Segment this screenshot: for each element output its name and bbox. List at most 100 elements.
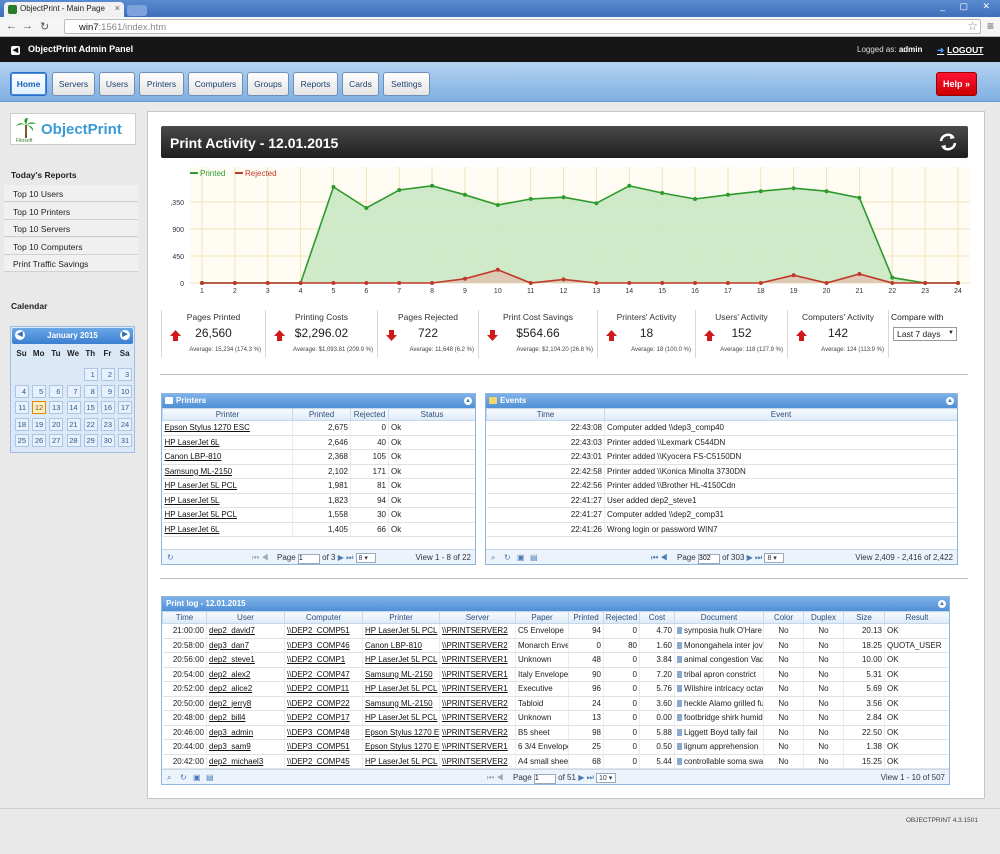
browser-tab[interactable]: ObjectPrint - Main Page × bbox=[4, 2, 124, 17]
new-tab-button[interactable] bbox=[127, 5, 147, 16]
column-header[interactable]: Event bbox=[604, 408, 957, 421]
column-header[interactable]: Duplex bbox=[803, 611, 844, 624]
browser-menu-icon[interactable]: ≡ bbox=[986, 19, 994, 33]
calendar-day[interactable]: 1 bbox=[83, 368, 98, 381]
table-row[interactable]: Epson Stylus 1270 ESC 2,675 0 Ok bbox=[162, 420, 475, 436]
table-cell[interactable]: \\DEP3_COMP46 bbox=[284, 638, 363, 653]
calendar-day[interactable]: 24 bbox=[118, 417, 133, 431]
table-cell[interactable]: Epson Stylus 1270 ESC bbox=[162, 420, 293, 436]
bookmark-star-icon[interactable]: ☆ bbox=[967, 19, 978, 33]
calendar-day[interactable]: 25 bbox=[15, 434, 29, 447]
table-row[interactable]: 20:42:00 dep2_michael3 \\DEP2_COMP45 HP Las… bbox=[162, 754, 949, 769]
column-header[interactable]: Time bbox=[486, 408, 605, 421]
first-page-icon[interactable]: ⏮ ◀ bbox=[252, 553, 269, 562]
reload-grid-icon[interactable]: ↻ bbox=[504, 553, 511, 562]
calendar-prev-icon[interactable]: ◀ bbox=[15, 330, 25, 340]
table-row[interactable]: 22:43:08 Computer added \\dep3_comp40 bbox=[486, 420, 957, 436]
table-row[interactable]: HP LaserJet 5L PCL 1,558 30 Ok bbox=[162, 507, 475, 523]
calendar-day[interactable]: 21 bbox=[66, 417, 81, 431]
table-row[interactable]: Canon LBP-810 2,368 105 Ok bbox=[162, 449, 475, 465]
help-button[interactable]: Help » bbox=[936, 72, 977, 96]
column-header[interactable]: Rejected bbox=[603, 611, 640, 624]
per-page-select[interactable]: 8 ▾ bbox=[764, 553, 785, 563]
refresh-icon[interactable] bbox=[938, 132, 958, 152]
table-row[interactable]: 20:44:00 dep3_sam9 \\DEP3_COMP51 Epson Styl… bbox=[162, 739, 949, 755]
table-cell[interactable]: dep3_dan7 bbox=[206, 638, 285, 653]
print-icon[interactable]: ▤ bbox=[530, 553, 538, 562]
close-tab-icon[interactable]: × bbox=[114, 3, 120, 13]
table-row[interactable]: 22:42:56 Printer added \\Brother HL-4150C… bbox=[486, 478, 957, 494]
table-cell[interactable]: HP LaserJet 5L PCL bbox=[162, 478, 293, 494]
column-header[interactable]: Color bbox=[763, 611, 804, 624]
table-row[interactable]: 22:42:58 Printer added \\Konica Minolta 3… bbox=[486, 464, 957, 479]
calendar-day[interactable]: 2 bbox=[101, 368, 115, 381]
calendar-next-icon[interactable]: ▶ bbox=[120, 330, 130, 340]
table-cell[interactable]: \\PRINTSERVER2 bbox=[439, 623, 516, 639]
calendar-day[interactable]: 11 bbox=[15, 401, 29, 414]
table-cell[interactable]: Canon LBP-810 bbox=[162, 449, 293, 465]
calendar-day[interactable]: 31 bbox=[118, 434, 133, 447]
logout-link[interactable]: ➜ LOGOUT bbox=[937, 45, 983, 56]
table-cell[interactable]: dep2_david7 bbox=[206, 623, 285, 639]
search-icon[interactable]: ⌕ bbox=[167, 773, 172, 782]
table-cell[interactable]: HP LaserJet 5L bbox=[162, 493, 293, 508]
calendar-day[interactable]: 29 bbox=[83, 434, 98, 447]
per-page-select[interactable]: 10 ▾ bbox=[596, 773, 616, 783]
calendar-day[interactable]: 12 bbox=[32, 401, 47, 414]
calendar-day[interactable]: 15 bbox=[83, 401, 98, 414]
table-row[interactable]: Samsung ML-2150 2,102 171 Ok bbox=[162, 464, 475, 479]
table-cell[interactable]: dep2_steve1 bbox=[206, 652, 285, 668]
save-icon[interactable]: ▣ bbox=[193, 773, 201, 782]
calendar-day[interactable]: 23 bbox=[101, 417, 115, 431]
table-cell[interactable]: \\PRINTSERVER2 bbox=[439, 638, 516, 653]
search-icon[interactable]: ⌕ bbox=[491, 553, 496, 562]
table-row[interactable]: 22:43:01 Printer added \\Kyocera FS-C5150… bbox=[486, 449, 957, 465]
per-page-select[interactable]: 8 ▾ bbox=[355, 553, 376, 563]
page-input[interactable] bbox=[297, 553, 320, 564]
calendar-day[interactable]: 6 bbox=[49, 384, 64, 398]
compare-select[interactable]: Last 7 days ▼ bbox=[893, 327, 957, 341]
table-cell[interactable]: Canon LBP-810 bbox=[362, 638, 440, 653]
table-row[interactable]: 22:43:03 Printer added \\Lexmark C544DN bbox=[486, 435, 957, 450]
calendar-day[interactable]: 17 bbox=[118, 401, 133, 414]
table-cell[interactable]: \\DEP2_COMP45 bbox=[284, 754, 363, 769]
collapse-icon[interactable]: ▲ bbox=[946, 397, 954, 405]
column-header[interactable]: Printed bbox=[568, 611, 604, 624]
table-cell[interactable]: \\DEP2_COMP22 bbox=[284, 696, 363, 711]
table-cell[interactable]: HP LaserJet 6L bbox=[162, 435, 293, 450]
table-cell[interactable]: \\DEP3_COMP51 bbox=[284, 739, 363, 755]
table-row[interactable]: 20:56:00 dep2_steve1 \\DEP2_COMP1 HP LaserJ… bbox=[162, 652, 949, 668]
nav-groups[interactable]: Groups bbox=[247, 72, 289, 96]
table-cell[interactable]: HP LaserJet 5L PCL bbox=[362, 623, 440, 639]
column-header[interactable]: Document bbox=[674, 611, 764, 624]
table-row[interactable]: 22:41:26 Wrong login or password WIN7 bbox=[486, 522, 957, 537]
table-cell[interactable]: dep2_michael3 bbox=[206, 754, 285, 769]
table-row[interactable]: HP LaserJet 5L 1,823 94 Ok bbox=[162, 493, 475, 508]
sidebar-item-print-traffic-savings[interactable]: Print Traffic Savings bbox=[4, 255, 138, 272]
table-cell[interactable]: \\PRINTSERVER1 bbox=[439, 667, 516, 682]
save-icon[interactable]: ▣ bbox=[517, 553, 525, 562]
table-row[interactable]: 20:54:00 dep2_alex2 \\DEP2_COMP47 Samsung M… bbox=[162, 667, 949, 682]
column-header[interactable]: Time bbox=[162, 611, 207, 624]
nav-home[interactable]: Home bbox=[10, 72, 47, 96]
table-row[interactable]: 20:48:00 dep2_bill4 \\DEP2_COMP17 HP LaserJ… bbox=[162, 710, 949, 726]
table-row[interactable]: HP LaserJet 6L 1,405 66 Ok bbox=[162, 522, 475, 537]
table-cell[interactable]: \\PRINTSERVER2 bbox=[439, 696, 516, 711]
back-icon[interactable]: ← bbox=[6, 20, 17, 32]
nav-cards[interactable]: Cards bbox=[342, 72, 379, 96]
table-row[interactable]: 21:00:00 dep2_david7 \\DEP2_COMP51 HP Laser… bbox=[162, 623, 949, 639]
table-row[interactable]: 20:50:00 dep2_jerry8 \\DEP2_COMP22 Samsung … bbox=[162, 696, 949, 711]
column-header[interactable]: Printed bbox=[292, 408, 351, 421]
calendar-day[interactable]: 18 bbox=[15, 417, 29, 431]
url-field[interactable]: win7:1561/index.htm bbox=[64, 19, 981, 34]
column-header[interactable]: Size bbox=[843, 611, 885, 624]
table-cell[interactable]: HP LaserJet 5L PCL bbox=[162, 507, 293, 523]
column-header[interactable]: Result bbox=[884, 611, 949, 624]
table-cell[interactable]: \\PRINTSERVER1 bbox=[439, 652, 516, 668]
calendar-day[interactable]: 5 bbox=[32, 384, 47, 398]
sidebar-item-top-printers[interactable]: Top 10 Printers bbox=[4, 203, 138, 220]
table-cell[interactable]: HP LaserJet 5L PCL bbox=[362, 710, 440, 726]
table-cell[interactable]: Samsung ML-2150 bbox=[362, 667, 440, 682]
nav-reports[interactable]: Reports bbox=[293, 72, 338, 96]
first-page-icon[interactable]: ⏮ ◀ bbox=[651, 553, 668, 562]
